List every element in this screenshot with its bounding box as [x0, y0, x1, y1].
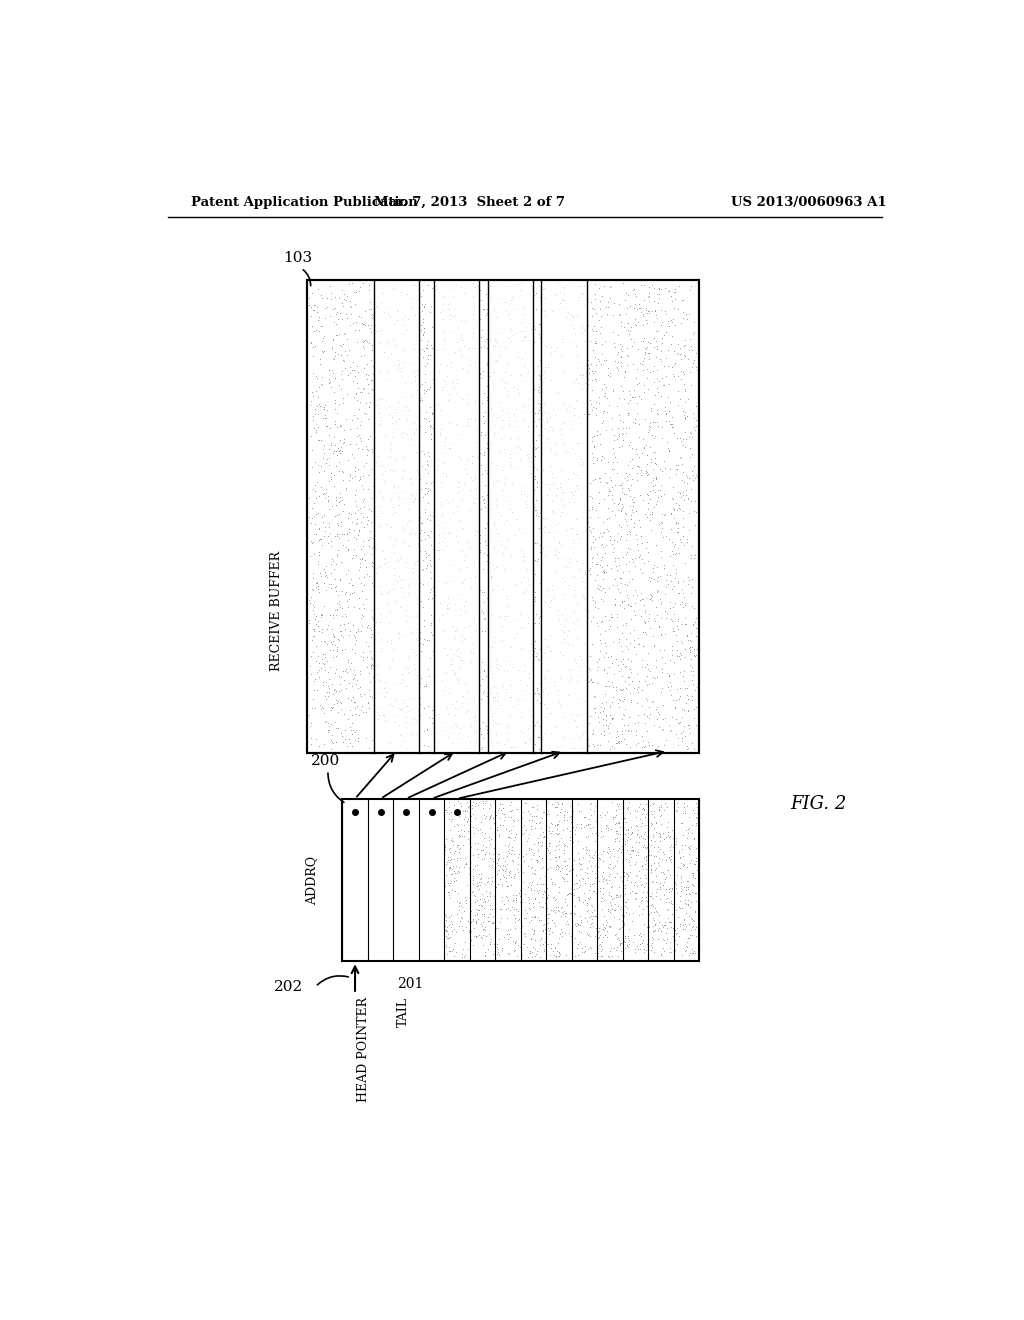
Bar: [393, 799, 419, 961]
Text: Mar. 7, 2013  Sheet 2 of 7: Mar. 7, 2013 Sheet 2 of 7: [374, 195, 565, 209]
Bar: [487, 282, 532, 751]
Text: Patent Application Publication: Patent Application Publication: [191, 195, 418, 209]
Text: ADDRQ: ADDRQ: [305, 855, 318, 904]
Text: 201: 201: [397, 977, 424, 990]
Text: HEAD POINTER: HEAD POINTER: [357, 997, 371, 1102]
Text: 202: 202: [274, 979, 303, 994]
Bar: [306, 280, 699, 752]
Bar: [306, 280, 699, 752]
Text: TAIL: TAIL: [397, 997, 411, 1027]
Text: RECEIVE BUFFER: RECEIVE BUFFER: [270, 552, 283, 672]
Text: 103: 103: [283, 251, 312, 265]
Text: FIG. 2: FIG. 2: [791, 795, 847, 813]
Text: 200: 200: [310, 754, 340, 768]
Bar: [433, 282, 479, 751]
Bar: [374, 282, 419, 751]
Bar: [368, 799, 393, 961]
Bar: [342, 799, 699, 961]
Bar: [542, 282, 587, 751]
Bar: [342, 799, 368, 961]
Bar: [419, 799, 444, 961]
Text: US 2013/0060963 A1: US 2013/0060963 A1: [731, 195, 887, 209]
